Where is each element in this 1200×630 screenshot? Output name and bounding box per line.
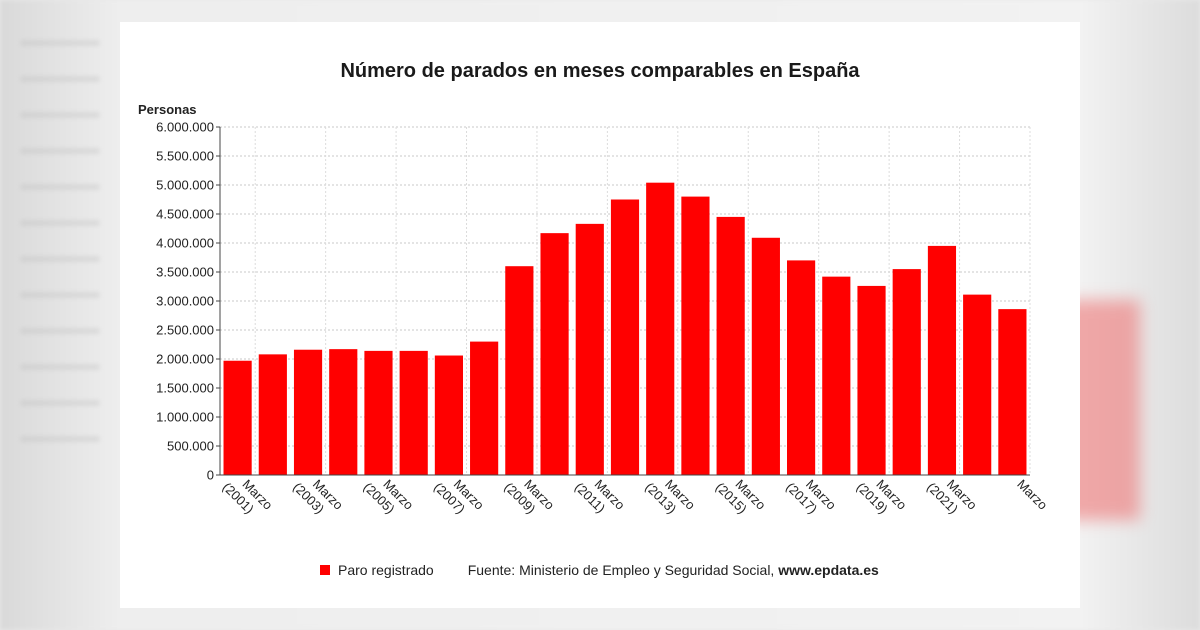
bar: [505, 266, 534, 475]
x-tick-label: Marzo(2001): [220, 477, 276, 517]
bar: [927, 245, 957, 475]
chart-title: Número de parados en meses comparables e…: [340, 60, 860, 82]
chart-legend: Paro registrado Fuente: Ministerio de Em…: [320, 562, 879, 578]
y-tick-label: 5.000.000: [156, 178, 214, 193]
bar: [646, 182, 675, 475]
x-tick-label: Marzo(2017): [783, 477, 839, 517]
chart-source: Fuente: Ministerio de Empleo y Seguridad…: [468, 562, 879, 578]
bar: [434, 355, 463, 475]
bar: [857, 285, 886, 475]
x-tick-label: Marzo(2013): [642, 477, 698, 517]
bar-chart: 0 500.000 1.000.000 1.500.000 2.000.000 2.500…: [138, 102, 1050, 517]
background-decoration: [0, 40, 110, 520]
y-axis: 0 500.000 1.000.000 1.500.000 2.000.000 2.500…: [156, 120, 221, 483]
x-axis: Marzo(2001) Marzo(2003) Marzo(2005) Marzo(2…: [220, 474, 1050, 517]
bar: [329, 349, 358, 475]
bar: [540, 233, 569, 475]
bar: [787, 260, 816, 475]
source-text: Fuente: Ministerio de Empleo y Seguridad…: [467, 562, 775, 578]
bar: [822, 276, 851, 475]
x-tick-label: Marzo(2005): [361, 477, 417, 517]
x-tick-label-line1: Marzo: [1014, 477, 1050, 513]
y-tick-label: 3.000.000: [156, 294, 214, 309]
bar: [293, 349, 323, 475]
bar: [364, 350, 393, 475]
x-tick-label: Marzo: [1014, 477, 1050, 513]
source-site: www.epdata.es: [778, 562, 879, 578]
chart-bars: [223, 182, 1027, 475]
x-tick-label: Marzo(2019): [854, 477, 910, 517]
x-tick-label: Marzo(2011): [572, 477, 628, 516]
x-tick-label: Marzo(2003): [290, 477, 346, 517]
y-tick-label: 6.000.000: [156, 120, 214, 135]
legend-label: Paro registrado: [338, 562, 434, 578]
y-tick-label: 2.000.000: [156, 352, 214, 367]
y-tick-label: 1.000.000: [156, 410, 214, 425]
y-tick-label: 3.500.000: [156, 265, 214, 280]
bar: [963, 294, 992, 475]
bar: [716, 216, 745, 475]
bar: [258, 354, 287, 475]
y-tick-label: 2.500.000: [156, 323, 214, 338]
bar: [223, 360, 252, 475]
x-tick-label: Marzo(2021): [924, 477, 980, 517]
y-tick-label: 500.000: [167, 439, 214, 454]
bar: [610, 199, 640, 475]
x-tick-label: Marzo(2007): [431, 477, 487, 517]
bar: [681, 196, 710, 475]
y-tick-label: 1.500.000: [156, 381, 214, 396]
y-axis-label: Personas: [138, 102, 197, 117]
bar: [399, 350, 428, 475]
legend-swatch: [320, 565, 330, 575]
bar: [998, 309, 1027, 475]
bar: [751, 237, 780, 475]
x-tick-label: Marzo(2015): [713, 477, 769, 517]
bar: [470, 341, 499, 475]
x-tick-label: Marzo(2009): [501, 477, 557, 517]
y-tick-label: 5.500.000: [156, 149, 214, 164]
y-tick-label: 4.000.000: [156, 236, 214, 251]
y-tick-label: 4.500.000: [156, 207, 214, 222]
chart-card: Número de parados en meses comparables e…: [120, 22, 1080, 608]
bar: [892, 269, 921, 475]
bar: [575, 223, 604, 475]
y-tick-label: 0: [207, 468, 214, 483]
